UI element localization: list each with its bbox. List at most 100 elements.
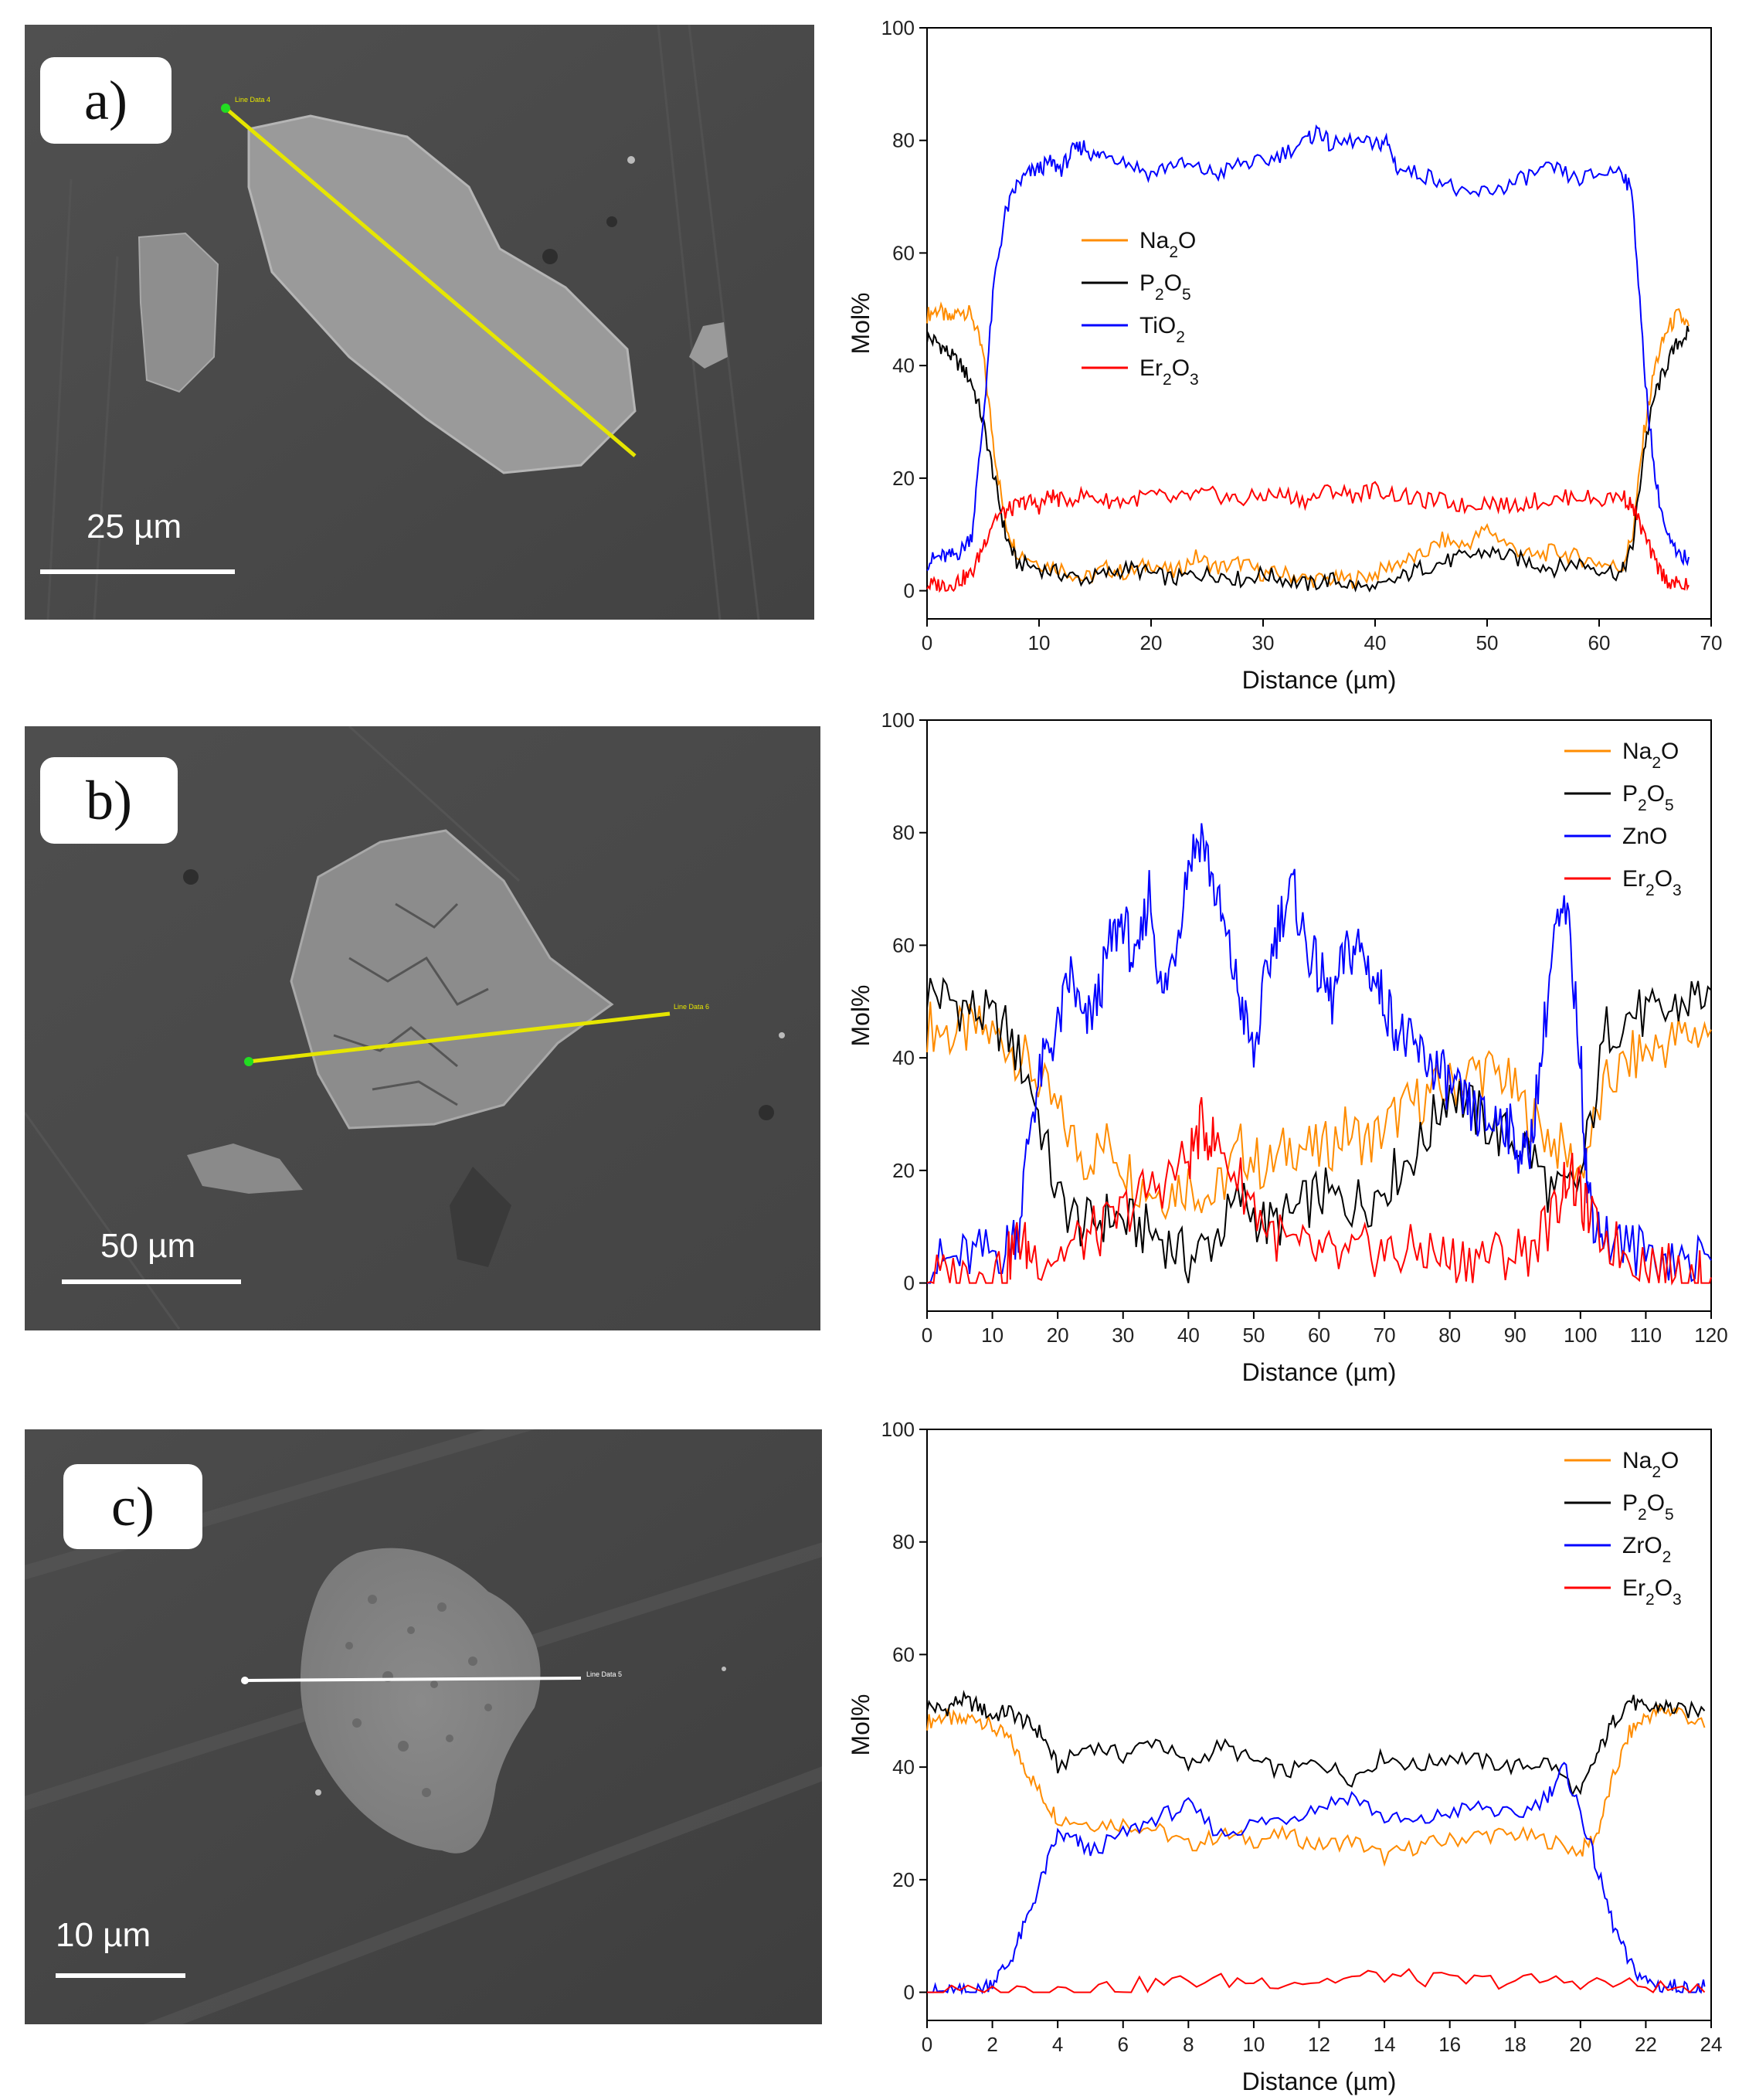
y-tick-label: 60 (892, 241, 915, 264)
y-tick-label: 20 (892, 1868, 915, 1891)
x-tick-label: 50 (1476, 631, 1499, 654)
y-tick-label: 20 (892, 467, 915, 490)
series-line-zro2 (927, 1762, 1706, 1996)
x-tick-label: 80 (1438, 1324, 1461, 1347)
linescan-line-a (224, 107, 637, 457)
x-tick-label: 30 (1252, 631, 1275, 654)
legend-label: Er2O3 (1139, 355, 1199, 389)
y-tick-label: 100 (881, 708, 915, 732)
series-line-er2o3 (926, 481, 1690, 593)
y-tick-label: 80 (892, 821, 915, 844)
x-tick-label: 40 (1364, 631, 1387, 654)
line-chart-b: 0 20 40 60 80 100 0 10 20 30 40 50 60 70 80 90 100 110 120… (847, 708, 1728, 1386)
series-line-na2o (926, 301, 1690, 590)
panel-label-b: b) (40, 757, 178, 844)
x-axis-label: Distance (µm) (1242, 2068, 1397, 2095)
y-tick-label: 80 (892, 1531, 915, 1554)
line-tag-b: Line Data 6 (674, 1003, 710, 1011)
x-tick-label: 12 (1308, 2033, 1330, 2056)
legend-label: Na2O (1139, 228, 1196, 261)
x-tick-label: 8 (1183, 2033, 1194, 2056)
x-tick-label: 0 (922, 2033, 932, 2056)
sem-image-b: Line Data 6 b) 50 µm (25, 726, 820, 1330)
fragment-b (187, 1143, 303, 1194)
fragment-a-2 (689, 322, 728, 369)
scale-text-b: 50 µm (100, 1227, 196, 1265)
x-tick-label: 10 (981, 1324, 1004, 1347)
legend-label: Na2O (1622, 1448, 1679, 1481)
scale-text-c: 10 µm (56, 1916, 151, 1954)
x-tick-label: 6 (1118, 2033, 1129, 2056)
x-tick-label: 14 (1374, 2033, 1396, 2056)
y-tick-label: 100 (881, 16, 915, 39)
legend-label: ZnO (1622, 824, 1667, 849)
series-line-p2o5 (926, 1690, 1706, 1797)
legend-label: P2O5 (1622, 1490, 1674, 1524)
x-axis-label: Distance (µm) (1242, 666, 1397, 694)
x-tick-label: 4 (1052, 2033, 1063, 2056)
x-tick-label: 20 (1047, 1324, 1069, 1347)
chart-c: 0 20 40 60 80 100 0 2 4 6 8 10 12 14 16 18 20 22 24 Distanc… (834, 1398, 1738, 2095)
x-tick-label: 16 (1438, 2033, 1461, 2056)
y-axis-label: Mol% (847, 984, 874, 1046)
chart-a: 0 20 40 60 80 100 0 10 20 30 40 50 60 70 Distance (µm)… (834, 12, 1738, 694)
sem-image-c: Line Data 5 c) 10 µm (25, 1429, 822, 2024)
linescan-line-c (244, 1677, 582, 1682)
x-tick-label: 100 (1564, 1324, 1597, 1347)
line-tag-c: Line Data 5 (586, 1670, 623, 1678)
legend-label: P2O5 (1622, 781, 1674, 814)
x-tick-label: 0 (922, 1324, 932, 1347)
series-line-na2o (926, 1001, 1712, 1221)
x-tick-label: 20 (1140, 631, 1163, 654)
legend-label: Er2O3 (1622, 866, 1682, 899)
y-tick-label: 40 (892, 1046, 915, 1069)
x-axis-label: Distance (µm) (1242, 1358, 1397, 1386)
series-line-er2o3 (926, 1097, 1712, 1286)
series-line-er2o3 (927, 1968, 1706, 1993)
line-tag-a: Line Data 4 (235, 96, 271, 104)
y-tick-label: 80 (892, 129, 915, 152)
linescan-line-b (248, 1011, 671, 1064)
x-tick-label: 50 (1242, 1324, 1265, 1347)
fragment-a-1 (138, 232, 219, 393)
x-tick-label: 60 (1588, 631, 1611, 654)
x-tick-label: 70 (1374, 1324, 1396, 1347)
x-tick-label: 30 (1112, 1324, 1134, 1347)
x-tick-label: 70 (1700, 631, 1723, 654)
y-tick-label: 0 (904, 1272, 915, 1295)
particle-c (300, 1548, 541, 1854)
sem-image-a: Line Data 4 a) 25 µm (25, 25, 814, 620)
series-line-na2o (926, 1704, 1706, 1867)
x-tick-label: 40 (1177, 1324, 1200, 1347)
x-tick-label: 120 (1694, 1324, 1727, 1347)
x-tick-label: 10 (1242, 2033, 1265, 2056)
x-tick-label: 0 (922, 631, 932, 654)
y-tick-label: 40 (892, 1755, 915, 1779)
series-line-tio2 (926, 124, 1690, 572)
x-tick-label: 90 (1504, 1324, 1527, 1347)
scale-bar-a (40, 569, 235, 574)
x-tick-label: 18 (1504, 2033, 1527, 2056)
y-tick-label: 100 (881, 1418, 915, 1441)
legend-label: Er2O3 (1622, 1575, 1682, 1609)
x-tick-label: 10 (1028, 631, 1051, 654)
plot-frame (926, 27, 1712, 620)
y-tick-label: 0 (904, 1981, 915, 2004)
chart-b: 0 20 40 60 80 100 0 10 20 30 40 50 60 70 80 90 100 110 120… (834, 705, 1738, 1386)
scale-bar-c (56, 1973, 185, 1978)
panel-label-c: c) (63, 1464, 202, 1549)
x-tick-label: 60 (1308, 1324, 1330, 1347)
panel-label-a: a) (40, 57, 172, 144)
legend-label: Na2O (1622, 739, 1679, 772)
y-axis-label: Mol% (847, 292, 874, 354)
line-chart-a: 0 20 40 60 80 100 0 10 20 30 40 50 60 70 Distance (µm)… (847, 16, 1723, 694)
y-tick-label: 60 (892, 1643, 915, 1666)
y-tick-label: 40 (892, 354, 915, 377)
series-line-p2o5 (926, 325, 1690, 593)
x-tick-label: 2 (987, 2033, 997, 2056)
y-tick-label: 60 (892, 933, 915, 957)
x-tick-label: 24 (1700, 2033, 1723, 2056)
x-tick-label: 20 (1569, 2033, 1591, 2056)
legend-label: ZrO2 (1622, 1533, 1671, 1566)
